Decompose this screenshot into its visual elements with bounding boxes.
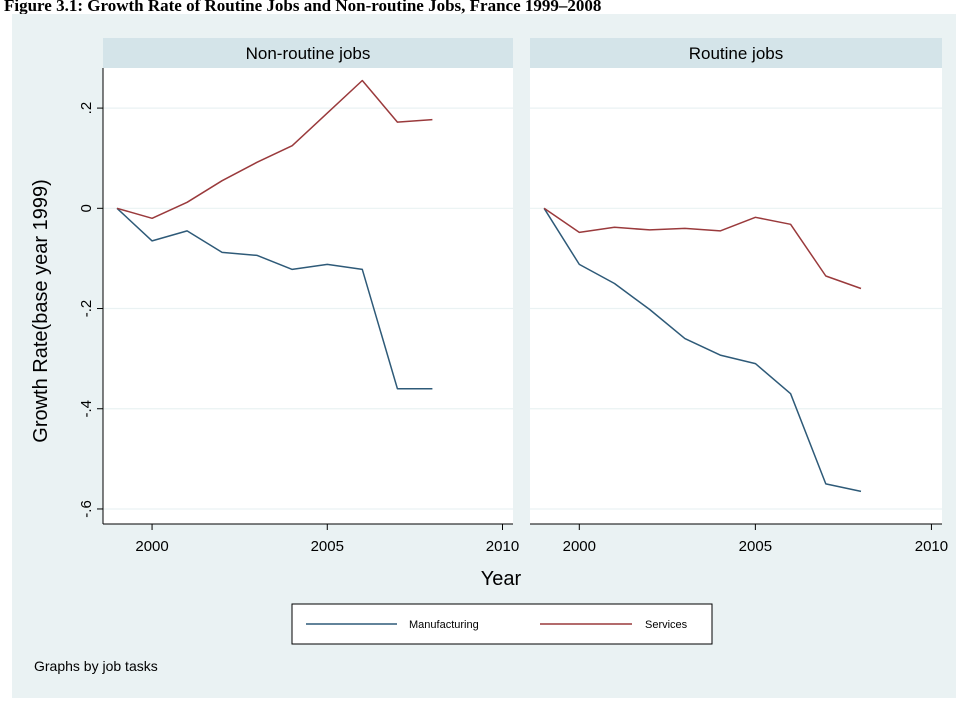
plot-area xyxy=(530,68,942,524)
x-tick-label: 2000 xyxy=(135,538,168,555)
y-tick-label: -.4 xyxy=(78,400,95,418)
panel-strip xyxy=(530,38,942,68)
panel-title: Routine jobs xyxy=(689,44,784,63)
series-line-manufacturing xyxy=(116,207,433,390)
x-tick-label: 2005 xyxy=(739,538,772,555)
panel-strip xyxy=(103,38,513,68)
x-axis-title: Year xyxy=(481,568,522,590)
y-tick-label: 0 xyxy=(78,204,95,212)
line-chart: Non-routine jobs .2 0 -.2 -.4 -.6 2000 2005 2010… xyxy=(30,38,948,674)
series-line-manufacturing xyxy=(543,207,862,493)
x-tick-label: 2000 xyxy=(563,538,596,555)
x-tick-label: 2010 xyxy=(486,538,519,555)
series-line-services xyxy=(543,207,862,290)
legend-label-manufacturing: Manufacturing xyxy=(409,619,479,631)
series-line-services xyxy=(116,79,433,220)
legend: Manufacturing Services xyxy=(291,603,713,645)
panel-1: Routine jobs 2000 2005 2010 xyxy=(530,38,948,555)
y-tick-label: .2 xyxy=(78,102,95,115)
plot-area xyxy=(103,68,513,524)
y-tick-label: -.2 xyxy=(78,300,95,318)
chart-figure: Non-routine jobs .2 0 -.2 -.4 -.6 2000 2005 2010… xyxy=(12,14,956,698)
graph-note: Graphs by job tasks xyxy=(34,658,158,674)
panel-0: Non-routine jobs .2 0 -.2 -.4 -.6 2000 2005 2010 xyxy=(78,38,519,555)
panels-layer: Non-routine jobs .2 0 -.2 -.4 -.6 2000 2005 2010… xyxy=(78,38,948,555)
figure-caption: Figure 3.1: Growth Rate of Routine Jobs … xyxy=(4,0,602,15)
legend-label-services: Services xyxy=(645,619,688,631)
y-tick-label: -.6 xyxy=(78,500,95,518)
x-tick-label: 2005 xyxy=(311,538,344,555)
x-tick-label: 2010 xyxy=(915,538,948,555)
panel-title: Non-routine jobs xyxy=(246,44,371,63)
y-axis-title: Growth Rate(base year 1999) xyxy=(30,179,52,442)
